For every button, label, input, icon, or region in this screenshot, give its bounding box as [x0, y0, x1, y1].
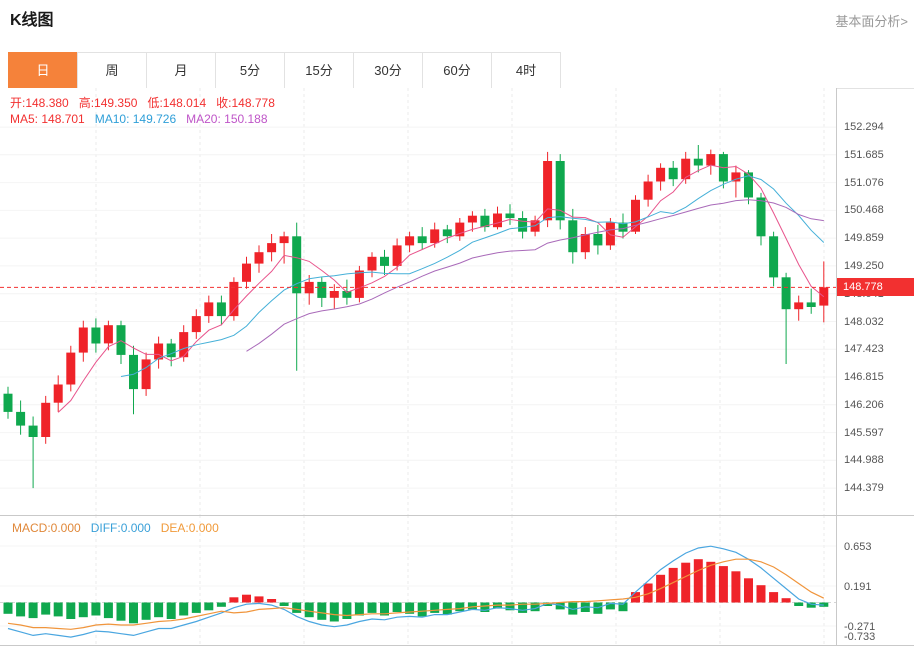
ma10-line [120, 175, 825, 377]
tab-15min[interactable]: 15分 [284, 52, 354, 89]
dea-line [7, 558, 825, 630]
price-axis-label: 146.815 [844, 371, 884, 383]
main-price-chart[interactable] [0, 88, 836, 515]
price-axis-label: 151.076 [844, 176, 884, 189]
price-axis-label: 145.597 [844, 426, 884, 439]
page-title: K线图 [10, 12, 54, 29]
price-axis-label: 149.859 [844, 232, 884, 245]
axis-border [836, 88, 837, 645]
macd-axis-label: -0.271 [844, 621, 876, 633]
price-axis-label: 148.032 [844, 315, 884, 328]
ma5-line [57, 164, 825, 413]
price-axis: 152.294 151.685 151.076 150.468 149.859 149.2… [837, 88, 914, 515]
candles [3, 145, 829, 489]
price-axis-label: 144.379 [844, 482, 884, 495]
ma20-line [246, 199, 824, 352]
fundamental-analysis-link[interactable]: 基本面分析> [835, 14, 908, 29]
price-axis-label: 150.468 [844, 204, 884, 217]
tab-day[interactable]: 日 [8, 52, 78, 89]
price-axis-label: 144.988 [844, 454, 884, 467]
tab-60min[interactable]: 60分 [422, 52, 492, 89]
macd-axis-label: 0.191 [844, 581, 872, 593]
bottom-border [0, 645, 914, 646]
tab-4hour[interactable]: 4时 [491, 52, 561, 89]
macd-bars [3, 559, 829, 624]
tab-month[interactable]: 月 [146, 52, 216, 89]
tab-week[interactable]: 周 [77, 52, 147, 89]
main-grid [0, 88, 836, 515]
tab-5min[interactable]: 5分 [215, 52, 285, 89]
current-price-tag: 148.778 [837, 278, 914, 297]
price-axis-label: 152.294 [844, 121, 884, 134]
price-axis-label: 147.423 [844, 343, 884, 356]
macd-axis-label: 0.653 [844, 541, 872, 553]
macd-axis-label: -0.733 [844, 631, 876, 643]
macd-indicator-chart[interactable] [0, 515, 836, 645]
interval-tab-bar: 日周月 5分 15分 30分 60分 4时 [0, 52, 914, 89]
price-axis-label: 149.250 [844, 259, 884, 272]
macd-axis: 0.653 0.191 -0.271 -0.733 [837, 515, 914, 645]
price-axis-label: 151.685 [844, 148, 884, 161]
price-axis-label: 146.206 [844, 398, 884, 411]
tab-30min[interactable]: 30分 [353, 52, 423, 89]
panel-divider [0, 515, 914, 516]
diff-line [7, 545, 824, 638]
